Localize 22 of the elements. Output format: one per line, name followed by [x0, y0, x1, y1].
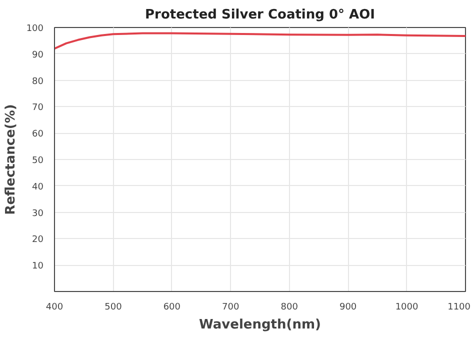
- x-tick-label: 900: [339, 302, 357, 312]
- x-tick-label: 800: [280, 302, 298, 312]
- y-tick-label: 60: [32, 130, 44, 140]
- x-tick-label: 600: [163, 302, 181, 312]
- x-axis-title: Wavelength(nm): [199, 318, 321, 332]
- y-tick-label: 20: [32, 235, 44, 246]
- y-tick-label: 40: [32, 182, 44, 192]
- y-tick-label: 70: [32, 103, 44, 114]
- y-tick-label: 100: [26, 24, 44, 34]
- y-tick-label: 10: [32, 262, 44, 272]
- y-tick-label: 30: [32, 208, 44, 219]
- chart-title: Protected Silver Coating 0° AOI: [145, 8, 376, 22]
- x-tick-label: 1000: [395, 302, 419, 312]
- line-series: [54, 32, 466, 50]
- x-tick-label: 400: [46, 302, 64, 312]
- y-tick-label: 50: [32, 156, 44, 166]
- y-axis-title: Reflectance(%): [3, 104, 18, 215]
- x-tick-label: 1100: [448, 302, 471, 312]
- y-tick-label: 90: [32, 50, 44, 60]
- x-tick-label: 500: [104, 302, 122, 312]
- x-tick-label: 700: [222, 302, 240, 312]
- y-tick-label: 80: [32, 76, 44, 87]
